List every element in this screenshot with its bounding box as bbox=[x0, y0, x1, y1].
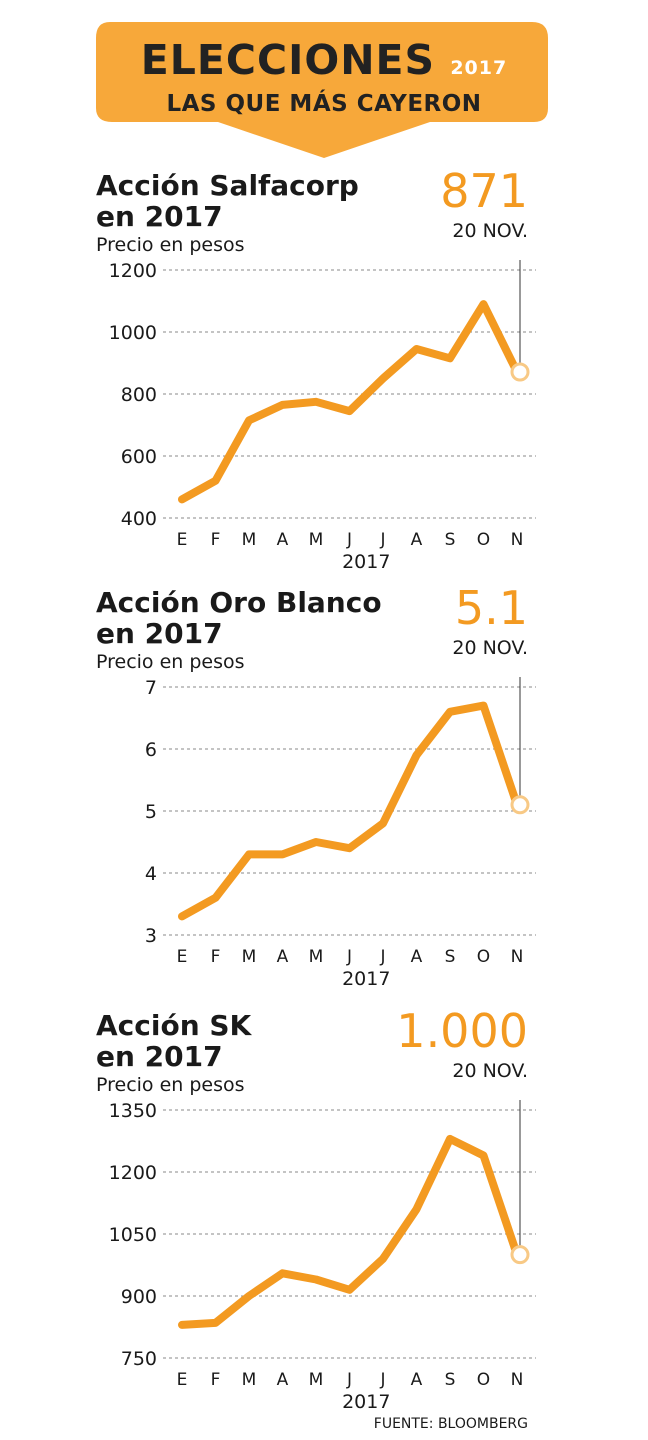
x-tick-label: N bbox=[511, 1370, 524, 1390]
x-tick-label: S bbox=[445, 530, 456, 550]
y-tick-label: 7 bbox=[145, 677, 157, 699]
chart-title-line: en 2017 bbox=[96, 1040, 223, 1073]
banner-title-text: ELECCIONES bbox=[140, 36, 436, 84]
x-axis-label: 2017 bbox=[342, 1391, 390, 1413]
x-tick-label: O bbox=[477, 947, 490, 967]
last-value: 5.1 bbox=[454, 581, 528, 635]
x-tick-label: E bbox=[177, 530, 188, 550]
chart-title-line: Acción Salfacorp bbox=[96, 169, 359, 202]
chart-title-line: en 2017 bbox=[96, 200, 223, 233]
x-tick-label: A bbox=[411, 1370, 423, 1390]
x-tick-label: A bbox=[277, 947, 289, 967]
x-tick-label: F bbox=[211, 1370, 221, 1390]
y-tick-label: 1200 bbox=[109, 1162, 157, 1184]
x-tick-label: M bbox=[309, 1370, 324, 1390]
chart-panel-sk: Acción SK en 2017 Precio en pesos 1.000 … bbox=[0, 1004, 648, 1430]
banner-shape bbox=[96, 22, 548, 158]
banner-background bbox=[96, 22, 548, 158]
x-tick-label: M bbox=[309, 947, 324, 967]
last-value: 1.000 bbox=[396, 1004, 528, 1058]
x-tick-label: J bbox=[346, 1370, 352, 1390]
x-tick-label: A bbox=[411, 947, 423, 967]
y-tick-label: 1050 bbox=[109, 1224, 157, 1246]
banner-title: ELECCIONES 2017 bbox=[0, 40, 648, 81]
chart-title: Acción Oro Blanco en 2017 bbox=[96, 587, 382, 649]
y-tick-label: 400 bbox=[121, 508, 157, 530]
x-tick-label: N bbox=[511, 947, 524, 967]
chart-title: Acción SK en 2017 bbox=[96, 1010, 251, 1072]
last-value-point bbox=[510, 795, 530, 815]
x-tick-label: J bbox=[346, 530, 352, 550]
x-tick-label: J bbox=[379, 947, 385, 967]
y-unit-label: Precio en pesos bbox=[96, 651, 245, 673]
x-tick-label: O bbox=[477, 530, 490, 550]
x-tick-label: M bbox=[242, 1370, 257, 1390]
chart-title: Acción Salfacorp en 2017 bbox=[96, 170, 359, 232]
price-series-line bbox=[178, 1134, 521, 1329]
x-tick-label: M bbox=[242, 947, 257, 967]
last-date: 20 NOV. bbox=[452, 637, 528, 659]
y-unit-label: Precio en pesos bbox=[96, 1074, 245, 1096]
chart-title-line: en 2017 bbox=[96, 617, 223, 650]
x-tick-label: A bbox=[277, 1370, 289, 1390]
y-tick-label: 1200 bbox=[109, 260, 157, 282]
y-tick-label: 5 bbox=[145, 801, 157, 823]
x-tick-label: F bbox=[211, 947, 221, 967]
x-tick-label: S bbox=[445, 947, 456, 967]
y-tick-label: 800 bbox=[121, 384, 157, 406]
last-date: 20 NOV. bbox=[452, 1060, 528, 1082]
source-note: FUENTE: BLOOMBERG bbox=[373, 1416, 528, 1432]
last-date: 20 NOV. bbox=[452, 220, 528, 242]
x-tick-label: N bbox=[511, 530, 524, 550]
y-tick-label: 900 bbox=[121, 1286, 157, 1308]
x-axis-label: 2017 bbox=[342, 968, 390, 990]
y-tick-label: 1000 bbox=[109, 322, 157, 344]
x-tick-label: M bbox=[242, 530, 257, 550]
last-value: 871 bbox=[440, 164, 528, 218]
chart-title-line: Acción SK bbox=[96, 1009, 252, 1042]
chart-panel-salfacorp: Acción Salfacorp en 2017 Precio en pesos… bbox=[0, 164, 648, 590]
y-tick-label: 3 bbox=[145, 925, 157, 947]
y-unit-label: Precio en pesos bbox=[96, 234, 245, 256]
x-tick-label: M bbox=[309, 530, 324, 550]
x-tick-label: A bbox=[277, 530, 289, 550]
x-tick-label: E bbox=[177, 947, 188, 967]
last-value-point bbox=[510, 1245, 530, 1265]
y-tick-label: 600 bbox=[121, 446, 157, 468]
banner-subtitle: LAS QUE MÁS CAYERON bbox=[166, 91, 482, 117]
header-banner: ELECCIONES 2017 LAS QUE MÁS CAYERON bbox=[0, 0, 648, 165]
x-tick-label: J bbox=[379, 1370, 385, 1390]
x-tick-label: F bbox=[211, 530, 221, 550]
price-series-line bbox=[178, 701, 521, 921]
y-tick-label: 6 bbox=[145, 739, 157, 761]
x-tick-label: O bbox=[477, 1370, 490, 1390]
chart-title-line: Acción Oro Blanco bbox=[96, 586, 382, 619]
x-tick-label: E bbox=[177, 1370, 188, 1390]
last-value-point bbox=[510, 362, 530, 382]
x-tick-label: J bbox=[379, 530, 385, 550]
y-tick-label: 1350 bbox=[109, 1100, 157, 1122]
chart-panel-oro-blanco: Acción Oro Blanco en 2017 Precio en peso… bbox=[0, 581, 648, 1007]
banner-year: 2017 bbox=[450, 57, 508, 79]
x-tick-label: J bbox=[346, 947, 352, 967]
y-tick-label: 4 bbox=[145, 863, 157, 885]
y-tick-label: 750 bbox=[121, 1348, 157, 1370]
x-tick-label: A bbox=[411, 530, 423, 550]
x-axis-label: 2017 bbox=[342, 551, 390, 573]
x-tick-label: S bbox=[445, 1370, 456, 1390]
price-series-line bbox=[178, 300, 521, 504]
